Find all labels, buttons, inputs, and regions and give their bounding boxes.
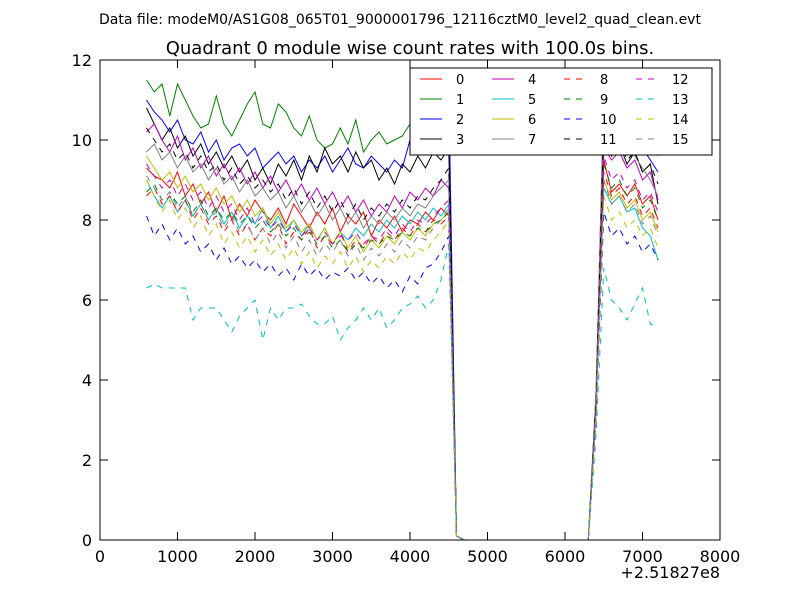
legend-label-8: 8 (600, 73, 608, 88)
legend-label-3: 3 (456, 133, 464, 148)
legend-label-10: 10 (600, 113, 617, 128)
series-line-14 (146, 179, 659, 541)
series-line-5 (146, 179, 659, 541)
series-line-11 (146, 123, 659, 541)
legend-label-14: 14 (672, 113, 689, 128)
legend-label-0: 0 (456, 73, 464, 88)
series-line-13 (146, 243, 659, 541)
x-tick-label: 5000 (467, 547, 508, 566)
x-tick-label: 2000 (235, 547, 276, 566)
series-line-0 (146, 159, 659, 541)
legend-label-9: 9 (600, 93, 608, 108)
x-tick-label: 7000 (622, 547, 663, 566)
figure-suptitle: Data file: modeM0/AS1G08_065T01_90000017… (99, 12, 701, 28)
y-tick-label: 8 (82, 211, 92, 230)
y-tick-label: 4 (82, 371, 92, 390)
legend-label-1: 1 (456, 93, 464, 108)
series-line-7 (146, 103, 659, 541)
legend-label-6: 6 (528, 113, 536, 128)
legend-label-13: 13 (672, 93, 689, 108)
legend-label-5: 5 (528, 93, 536, 108)
series-line-9 (146, 163, 659, 541)
y-tick-label: 2 (82, 451, 92, 470)
series-line-8 (146, 171, 659, 541)
legend-label-2: 2 (456, 113, 464, 128)
legend-label-15: 15 (672, 133, 689, 148)
legend-label-11: 11 (600, 133, 617, 148)
x-tick-label: 8000 (700, 547, 741, 566)
x-offset-label: +2.51827e8 (620, 563, 720, 582)
series-line-2 (146, 90, 659, 541)
legend-label-4: 4 (528, 73, 536, 88)
series-line-10 (146, 211, 659, 541)
chart-title: Quadrant 0 module wise count rates with … (166, 38, 655, 59)
y-tick-label: 10 (72, 131, 92, 150)
x-tick-label: 6000 (545, 547, 586, 566)
y-tick-label: 12 (72, 51, 92, 70)
legend-box (409, 67, 713, 156)
series-line-4 (146, 123, 659, 541)
y-tick-label: 6 (82, 291, 92, 310)
series-line-6 (146, 155, 659, 541)
y-tick-label: 0 (82, 531, 92, 550)
series-line-3 (146, 107, 659, 541)
x-tick-label: 4000 (390, 547, 431, 566)
series-line-15 (146, 175, 659, 541)
x-tick-label: 0 (95, 547, 105, 566)
x-tick-label: 3000 (312, 547, 353, 566)
series-line-12 (146, 155, 659, 541)
legend-label-7: 7 (528, 133, 536, 148)
x-tick-label: 1000 (157, 547, 198, 566)
axis-ticks: 0 1000 2000 3000 4000 5000 6000 7000 80000246810… (72, 51, 741, 566)
legend-label-12: 12 (672, 73, 689, 88)
